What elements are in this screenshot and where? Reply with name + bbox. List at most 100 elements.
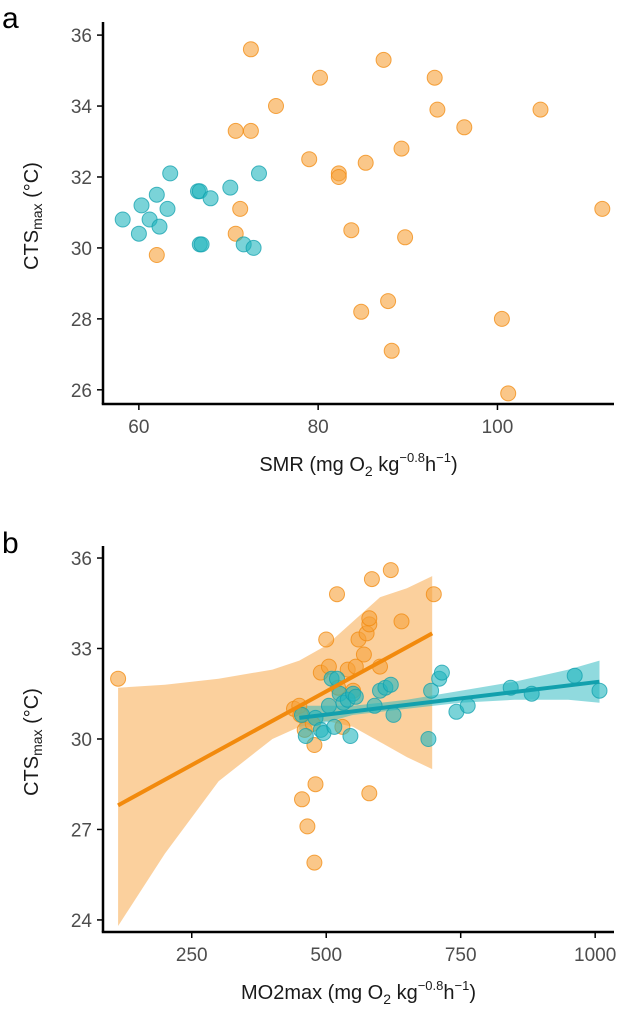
orange-point <box>397 229 414 246</box>
y-tick-label: 36 <box>71 549 92 570</box>
x-axis-title-main: SMR (mg O <box>259 454 365 476</box>
y-tick-label: 26 <box>71 381 92 402</box>
x-tick-label: 100 <box>482 417 514 438</box>
x-axis-title-h-superscript: −1 <box>455 978 470 993</box>
x-axis-title-close: ) <box>451 454 458 476</box>
teal-point <box>222 179 239 196</box>
x-axis-title-superscript: −0.8 <box>399 450 425 465</box>
orange-point <box>110 670 127 687</box>
x-axis-title-superscript: −0.8 <box>418 978 444 993</box>
x-tick-label: 750 <box>445 945 477 966</box>
orange-point <box>361 785 378 802</box>
teal-point <box>459 697 476 714</box>
y-axis-title-main: CTS <box>21 230 43 270</box>
teal-point <box>297 728 314 744</box>
x-axis-title-subscript: 2 <box>365 463 373 479</box>
orange-point <box>532 101 549 118</box>
teal-point <box>382 676 399 693</box>
panel-a: a 26 28 30 32 34 36 60 80 100 SMR (mg O2 kg−0.8h−1… <box>2 2 614 479</box>
y-tick-label: 24 <box>71 911 93 932</box>
x-axis-title: MO2max (mg O2 kg−0.8h−1) <box>241 978 476 1007</box>
orange-point <box>456 119 473 136</box>
teal-point <box>133 197 150 214</box>
orange-point <box>393 140 410 157</box>
x-axis-title-h-superscript: −1 <box>436 450 451 465</box>
teal-point <box>148 186 165 203</box>
orange-point <box>361 610 378 627</box>
orange-point <box>393 613 410 630</box>
orange-point <box>493 310 510 327</box>
teal-point <box>347 688 364 705</box>
orange-point <box>375 51 392 68</box>
teal-point <box>193 236 210 253</box>
y-axis-title-main: CTS <box>21 756 43 796</box>
teal-point <box>162 165 179 182</box>
teal-confidence-band <box>299 660 600 730</box>
y-tick-label: 30 <box>71 730 92 751</box>
orange-point <box>312 69 328 86</box>
panel-b: b 24 27 30 33 36 250 500 750 1000 MO2max (mg O2 kg… <box>2 527 616 1007</box>
orange-point <box>299 818 316 835</box>
y-axis-title-subscript: max <box>29 729 45 755</box>
teal-fit-line <box>299 679 600 720</box>
orange-point <box>343 222 360 239</box>
orange-point <box>227 225 244 242</box>
orange-point <box>426 69 443 86</box>
y-axis-title: CTSmax (°C) <box>21 162 45 270</box>
x-axis-title-close: ) <box>469 982 476 1004</box>
orange-point <box>307 776 324 793</box>
x-axis-title-h: h <box>443 982 454 1004</box>
orange-confidence-band <box>118 576 433 926</box>
y-axis-title: CTSmax (°C) <box>21 688 45 796</box>
teal-point <box>151 218 168 235</box>
teal-point <box>566 667 583 684</box>
x-tick-label: 1000 <box>574 945 616 966</box>
orange-point <box>329 586 345 603</box>
orange-point <box>594 200 611 217</box>
y-tick-label: 28 <box>71 310 92 331</box>
x-tick-label: 60 <box>128 417 149 438</box>
x-axis-title-unit: kg <box>391 982 418 1004</box>
orange-point <box>353 303 370 320</box>
y-tick-label: 34 <box>71 97 93 118</box>
orange-point <box>500 385 517 402</box>
teal-point <box>251 165 267 182</box>
teal-point <box>385 706 402 723</box>
y-axis-title-unit: (°C) <box>21 162 43 203</box>
orange-point <box>294 791 310 808</box>
orange-fit-line <box>117 631 434 808</box>
orange-point <box>363 571 380 588</box>
x-tick-label: 500 <box>310 945 342 966</box>
y-tick-label: 33 <box>71 640 92 661</box>
teal-point <box>130 225 147 242</box>
teal-point <box>591 682 608 699</box>
orange-point <box>318 631 335 648</box>
orange-point <box>148 247 165 263</box>
teal-point <box>245 239 262 256</box>
orange-point <box>425 586 442 603</box>
orange-point <box>306 854 323 871</box>
teal-point <box>114 211 131 228</box>
orange-point <box>242 41 259 58</box>
y-axis-title-subscript: max <box>29 203 45 229</box>
orange-point <box>382 562 399 579</box>
orange-point <box>242 122 259 139</box>
y-tick-label: 32 <box>71 168 92 189</box>
teal-point <box>326 718 343 735</box>
teal-point <box>433 664 450 681</box>
orange-point <box>227 122 244 139</box>
orange-point <box>301 151 318 168</box>
y-axis-title-unit: (°C) <box>21 688 43 729</box>
x-tick-label: 250 <box>176 945 208 966</box>
teal-point <box>420 731 437 747</box>
x-axis-title-subscript: 2 <box>383 991 391 1007</box>
y-tick-label: 30 <box>71 239 92 260</box>
x-axis-title: SMR (mg O2 kg−0.8h−1) <box>259 450 457 479</box>
teal-point <box>423 682 440 699</box>
x-axis-title-unit: kg <box>373 454 400 476</box>
teal-point <box>202 190 219 207</box>
teal-point <box>320 697 337 714</box>
panel-label: b <box>2 527 19 560</box>
teal-point <box>159 200 176 217</box>
